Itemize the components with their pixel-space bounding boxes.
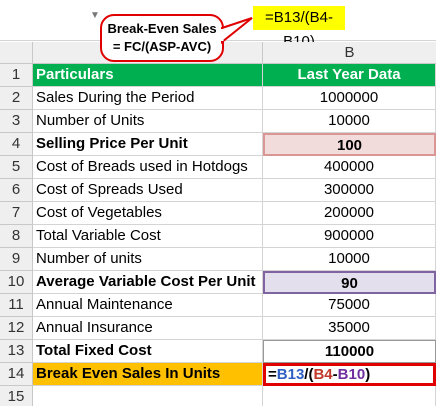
formula-part: -	[332, 366, 338, 383]
callout-line: Break-Even Sales	[107, 21, 217, 36]
callout-line: = FC/(ASP-AVC)	[112, 39, 212, 54]
cell-label[interactable]: Cost of Vegetables	[33, 202, 263, 225]
cell-value[interactable]: 400000	[263, 156, 436, 179]
column-header-b[interactable]: B	[263, 42, 436, 64]
row-number: 14	[0, 363, 33, 386]
cell-label[interactable]: Break Even Sales In Units	[33, 363, 263, 386]
cell-value[interactable]: 100	[263, 133, 436, 156]
cell-value[interactable]: 35000	[263, 317, 436, 340]
row-number: 5	[0, 156, 33, 179]
cell-value[interactable]: =B13/(B4-B10)	[263, 363, 436, 386]
row-number: 9	[0, 248, 33, 271]
cell-label[interactable]: Total Fixed Cost	[33, 340, 263, 363]
cell-value[interactable]: 300000	[263, 179, 436, 202]
formula-part: B13	[276, 366, 305, 383]
name-box-arrow: ▼	[90, 10, 100, 21]
row-number: 2	[0, 87, 33, 110]
cell-value[interactable]: 200000	[263, 202, 436, 225]
row-number: 6	[0, 179, 33, 202]
cell-label[interactable]: Number of Units	[33, 110, 263, 133]
callout-tail	[221, 17, 253, 45]
cell-value[interactable]: 75000	[263, 294, 436, 317]
cell-label[interactable]: Particulars	[33, 64, 263, 87]
cell-label[interactable]: Sales During the Period	[33, 87, 263, 110]
row-number: 11	[0, 294, 33, 317]
row-number: 15	[0, 386, 33, 406]
formula-part: =	[268, 366, 277, 383]
cell-label[interactable]: Number of units	[33, 248, 263, 271]
row-number: 4	[0, 133, 33, 156]
formula-part: )	[365, 366, 371, 383]
row-number: 8	[0, 225, 33, 248]
cell-value[interactable]: 10000	[263, 248, 436, 271]
cell-value[interactable]: 900000	[263, 225, 436, 248]
cell-label[interactable]: Cost of Breads used in Hotdogs	[33, 156, 263, 179]
cell-value[interactable]: 110000	[263, 340, 436, 363]
row-number: 1	[0, 64, 33, 87]
formula-part: B10	[337, 366, 366, 383]
cell-value[interactable]: Last Year Data	[263, 64, 436, 87]
cell-value[interactable]	[263, 386, 436, 406]
cell-label[interactable]	[33, 386, 263, 406]
cell-label[interactable]: Average Variable Cost Per Unit	[33, 271, 263, 294]
row-number: 3	[0, 110, 33, 133]
formula-part: /(	[304, 366, 314, 383]
cell-value[interactable]: 1000000	[263, 87, 436, 110]
row-number: 7	[0, 202, 33, 225]
row-number: 13	[0, 340, 33, 363]
callout-pointer	[220, 17, 253, 45]
cell-value[interactable]: 10000	[263, 110, 436, 133]
cell-label[interactable]: Selling Price Per Unit	[33, 133, 263, 156]
cell-label[interactable]: Annual Insurance	[33, 317, 263, 340]
cell-label[interactable]: Total Variable Cost	[33, 225, 263, 248]
row-number: 10	[0, 271, 33, 294]
formula-part: B4	[313, 366, 333, 383]
cell-label[interactable]: Cost of Spreads Used	[33, 179, 263, 202]
callout: Break-Even Sales = FC/(ASP-AVC)	[100, 14, 224, 62]
cell-label[interactable]: Annual Maintenance	[33, 294, 263, 317]
column-header-corner	[0, 42, 33, 64]
cell-value[interactable]: 90	[263, 271, 436, 294]
row-number: 12	[0, 317, 33, 340]
